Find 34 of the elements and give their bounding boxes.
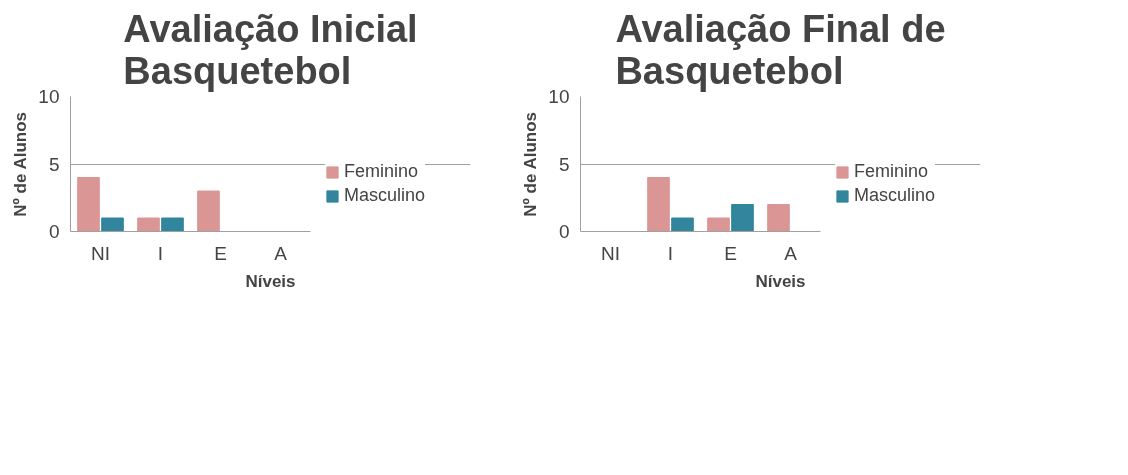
x-tick-label: NI bbox=[601, 242, 620, 264]
x-axis-title: Níveis bbox=[755, 271, 806, 291]
x-tick-label: A bbox=[784, 242, 798, 264]
x-tick-label: E bbox=[214, 242, 227, 264]
y-tick-label: 5 bbox=[48, 153, 60, 175]
chart-title: Avaliação Final de Basquetebol bbox=[615, 7, 946, 92]
y-tick-label: 0 bbox=[48, 221, 60, 242]
x-tick-label: A bbox=[274, 242, 288, 264]
legend-label: Masculino bbox=[854, 185, 936, 206]
y-tick-label: 10 bbox=[38, 86, 60, 107]
bar bbox=[647, 177, 670, 232]
x-tick-label: NI bbox=[91, 242, 110, 264]
x-tick-label: I bbox=[157, 242, 164, 264]
x-tick-label: I bbox=[667, 242, 674, 264]
y-tick-label: 5 bbox=[558, 153, 570, 175]
legend-label: Feminino bbox=[344, 161, 419, 182]
bar bbox=[137, 217, 160, 232]
legend-label: Feminino bbox=[854, 161, 929, 182]
bar bbox=[197, 190, 220, 232]
y-tick-label: 10 bbox=[548, 86, 570, 107]
bar bbox=[731, 204, 754, 232]
x-axis-title: Níveis bbox=[245, 271, 296, 291]
x-tick-label: E bbox=[724, 242, 737, 264]
chart-title: Avaliação Inicial Basquetebol bbox=[123, 7, 418, 92]
bar bbox=[767, 204, 790, 232]
bar bbox=[671, 217, 694, 232]
y-axis-title: Nº de Alunos bbox=[521, 111, 541, 217]
legend-label: Masculino bbox=[344, 185, 426, 206]
bar bbox=[77, 177, 100, 232]
y-axis-title: Nº de Alunos bbox=[11, 111, 31, 217]
bar bbox=[161, 217, 184, 232]
bar bbox=[707, 217, 730, 232]
bar bbox=[101, 217, 124, 232]
y-tick-label: 0 bbox=[558, 221, 570, 242]
